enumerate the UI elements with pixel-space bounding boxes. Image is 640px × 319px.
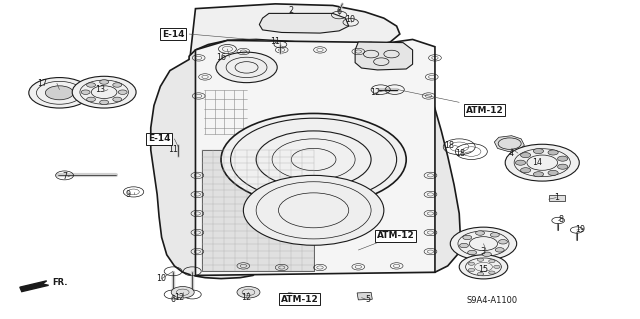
Circle shape — [86, 97, 95, 101]
Bar — [548, 195, 564, 201]
Polygon shape — [494, 136, 524, 152]
Text: ATM-12: ATM-12 — [376, 231, 414, 240]
Circle shape — [557, 164, 568, 169]
Text: 13: 13 — [95, 85, 105, 94]
Text: 7: 7 — [62, 173, 67, 182]
Circle shape — [81, 90, 90, 94]
Polygon shape — [151, 40, 461, 278]
Circle shape — [118, 90, 127, 94]
Circle shape — [113, 97, 122, 101]
Text: 4: 4 — [509, 149, 514, 158]
Circle shape — [533, 172, 543, 177]
Circle shape — [45, 86, 74, 100]
Text: 18: 18 — [456, 149, 465, 158]
Circle shape — [490, 233, 499, 237]
Circle shape — [468, 268, 475, 271]
Circle shape — [495, 248, 504, 252]
Text: 3: 3 — [481, 247, 485, 256]
Circle shape — [533, 149, 543, 154]
Circle shape — [489, 271, 495, 274]
Circle shape — [243, 175, 384, 245]
Polygon shape — [355, 42, 413, 70]
Circle shape — [477, 258, 484, 261]
Circle shape — [100, 80, 109, 84]
Circle shape — [520, 168, 531, 173]
Circle shape — [460, 255, 508, 279]
Circle shape — [468, 262, 475, 265]
Circle shape — [499, 240, 508, 244]
Text: 10: 10 — [346, 15, 356, 24]
Text: 15: 15 — [478, 264, 488, 274]
Text: 9: 9 — [126, 190, 131, 199]
Polygon shape — [195, 40, 435, 275]
Text: 11: 11 — [270, 38, 280, 47]
Circle shape — [216, 52, 277, 83]
Circle shape — [113, 83, 122, 87]
Circle shape — [477, 272, 484, 276]
Text: S9A4-A1100: S9A4-A1100 — [467, 296, 518, 305]
Circle shape — [476, 231, 484, 235]
Text: 19: 19 — [575, 225, 585, 234]
Text: ATM-12: ATM-12 — [281, 295, 319, 304]
Circle shape — [520, 152, 531, 158]
Circle shape — [460, 243, 468, 248]
Circle shape — [86, 83, 95, 87]
Circle shape — [515, 160, 525, 165]
Text: 5: 5 — [365, 295, 371, 304]
Text: 11: 11 — [168, 145, 178, 154]
Text: FR.: FR. — [52, 278, 67, 287]
Bar — [357, 292, 372, 300]
Text: 10: 10 — [157, 274, 166, 283]
Circle shape — [237, 286, 260, 298]
Text: E-14: E-14 — [148, 134, 170, 143]
Circle shape — [468, 250, 477, 255]
Text: 6: 6 — [337, 7, 342, 16]
Circle shape — [172, 286, 194, 298]
Polygon shape — [20, 281, 49, 292]
Text: 1: 1 — [554, 193, 559, 202]
Text: 6: 6 — [171, 295, 175, 304]
Text: 14: 14 — [532, 158, 542, 167]
Circle shape — [463, 235, 472, 240]
Circle shape — [483, 252, 492, 256]
Text: 2: 2 — [289, 6, 294, 15]
Text: 16: 16 — [216, 53, 226, 62]
Text: ATM-12: ATM-12 — [466, 106, 504, 115]
Circle shape — [557, 156, 568, 161]
Circle shape — [451, 227, 516, 260]
Text: 8: 8 — [558, 215, 563, 224]
Text: 17: 17 — [37, 79, 47, 88]
Circle shape — [505, 144, 579, 181]
Text: E-14: E-14 — [162, 30, 184, 39]
Bar — [202, 150, 314, 271]
Text: 12: 12 — [371, 88, 381, 97]
Circle shape — [72, 76, 136, 108]
Polygon shape — [259, 13, 349, 33]
Circle shape — [548, 170, 558, 175]
Text: 18: 18 — [445, 141, 454, 150]
Text: 12: 12 — [241, 293, 252, 302]
Circle shape — [29, 78, 90, 108]
Circle shape — [493, 265, 500, 269]
Circle shape — [100, 100, 109, 105]
Circle shape — [221, 114, 406, 205]
Circle shape — [548, 150, 558, 155]
Circle shape — [489, 260, 495, 263]
Text: 12: 12 — [175, 293, 184, 302]
Polygon shape — [189, 4, 400, 66]
